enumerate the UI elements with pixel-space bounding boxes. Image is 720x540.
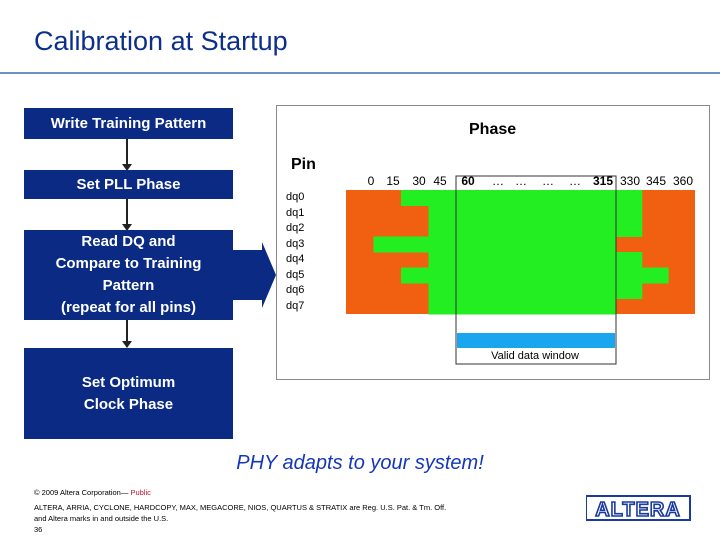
phase-tick-label: … [492, 174, 504, 188]
step-write-training-pattern: Write Training Pattern [24, 108, 233, 139]
arrow-down-icon [122, 224, 132, 231]
pin-label-dq0: dq0 [286, 191, 305, 203]
title-underline [0, 72, 720, 74]
phase-tick-label: 330 [619, 174, 641, 188]
pin-label-dq5: dq5 [286, 268, 305, 281]
phase-tick-label: 0 [367, 174, 375, 188]
phase-tick-label: … [569, 174, 581, 188]
pin-label-dq1: dq1 [286, 206, 305, 219]
pin-label-dq4: dq4 [286, 253, 305, 265]
step-label-line: Set Optimum [81, 373, 176, 391]
page-title: Calibration at Startup [34, 26, 288, 56]
phase-tick-label: 315 [592, 174, 614, 188]
pin-labels: dq0 dq1 dq2 dq3 dq4 dq5 dq6 dq7 [286, 190, 304, 314]
connector [126, 139, 128, 165]
connector [126, 320, 128, 342]
phase-tick-label: … [542, 174, 554, 188]
pin-label-dq6: dq6 [286, 284, 305, 296]
logo-wordmark: ALTERA [595, 499, 681, 521]
trademark-line-1: ALTERA, ARRIA, CYCLONE, HARDCOPY, MAX, M… [34, 503, 447, 512]
step-label-line: Read DQ and [81, 233, 176, 250]
public-label: Public [130, 488, 151, 497]
arrow-down-icon [122, 164, 132, 171]
copyright-line: © 2009 Altera Corporation— Public [34, 488, 151, 497]
phase-tick-label: 30 [412, 174, 426, 188]
phase-tick-label: … [515, 174, 527, 188]
arrow-down-icon [122, 341, 132, 348]
phase-label: Phase [469, 121, 517, 138]
phase-tick-label: 15 [386, 174, 400, 188]
pin-label-dq2: dq2 [286, 222, 305, 234]
altera-logo: ALTERA [586, 495, 691, 522]
page-number: 36 [34, 525, 43, 534]
phase-tick-label: 45 [433, 174, 447, 188]
tagline: PHY adapts to your system! [236, 452, 484, 474]
pin-label-dq7: dq7 [286, 299, 305, 312]
pin-label: Pin [291, 156, 316, 173]
phase-tick-label: 360 [672, 174, 694, 188]
trademark-line-2: and Altera marks in and outside the U.S. [34, 514, 169, 523]
step-label-line: Clock Phase [83, 395, 174, 413]
step-set-pll-phase: Set PLL Phase [24, 170, 233, 199]
phase-tick-label: 60 [461, 174, 475, 188]
step-label-line: (repeat for all pins) [60, 299, 197, 316]
step-label: Write Training Pattern [50, 114, 207, 132]
phase-tick-label: 345 [645, 174, 667, 188]
connector [126, 199, 128, 225]
copyright-text: © 2009 Altera Corporation— [34, 488, 129, 497]
step-label-line: Compare to Training [55, 255, 202, 272]
calibration-panel [276, 105, 710, 380]
step-read-dq-compare: Read DQ and Compare to Training Pattern … [24, 230, 233, 320]
step-set-optimum-clock-phase: Set Optimum Clock Phase [24, 348, 233, 439]
valid-window-label: Valid data window [491, 350, 579, 362]
step-label-line: Pattern [102, 277, 155, 294]
step-label: Set PLL Phase [76, 175, 181, 193]
pin-label-dq3: dq3 [286, 237, 305, 250]
